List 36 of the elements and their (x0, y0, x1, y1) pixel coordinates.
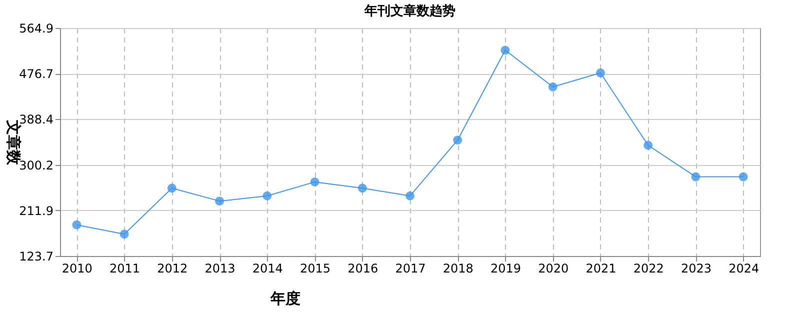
x-tick-label: 2018 (442, 262, 474, 276)
point (738, 172, 748, 182)
x-tick-label: 2023 (680, 262, 712, 276)
x-axis-title: 年度 (270, 290, 300, 308)
point (548, 82, 558, 92)
point (644, 140, 653, 150)
y-tick-label: 564.9 (19, 22, 54, 36)
y-tick-label: 123.7 (19, 250, 54, 264)
point (72, 220, 82, 230)
point (215, 196, 224, 206)
point (500, 46, 510, 55)
x-tick-label: 2012 (157, 262, 188, 276)
point (120, 230, 129, 239)
x-tick-label: 2013 (204, 262, 236, 276)
point (262, 191, 272, 200)
chart-title: 年刊文章数趋势 (364, 3, 456, 19)
x-tick-label: 2010 (62, 262, 92, 276)
x-tick-label: 2024 (728, 262, 760, 276)
x-tick-label: 2017 (395, 262, 426, 276)
y-tick-label: 476.7 (19, 67, 54, 82)
point (691, 172, 700, 182)
point (406, 191, 414, 200)
point (358, 184, 367, 193)
x-tick-label: 2022 (633, 262, 664, 276)
point (453, 136, 462, 145)
x-tick-label: 2020 (538, 262, 569, 276)
y-tick-label: 211.9 (19, 204, 54, 218)
x-tick-label: 2019 (490, 262, 522, 276)
x-tick-label: 2015 (300, 262, 331, 276)
x-tick-label: 2011 (110, 262, 140, 276)
x-tick-label: 2014 (252, 262, 283, 276)
point (167, 184, 176, 193)
point (596, 68, 605, 78)
point (310, 177, 320, 186)
x-tick-label: 2021 (586, 262, 616, 276)
x-tick-label: 2016 (348, 262, 378, 276)
